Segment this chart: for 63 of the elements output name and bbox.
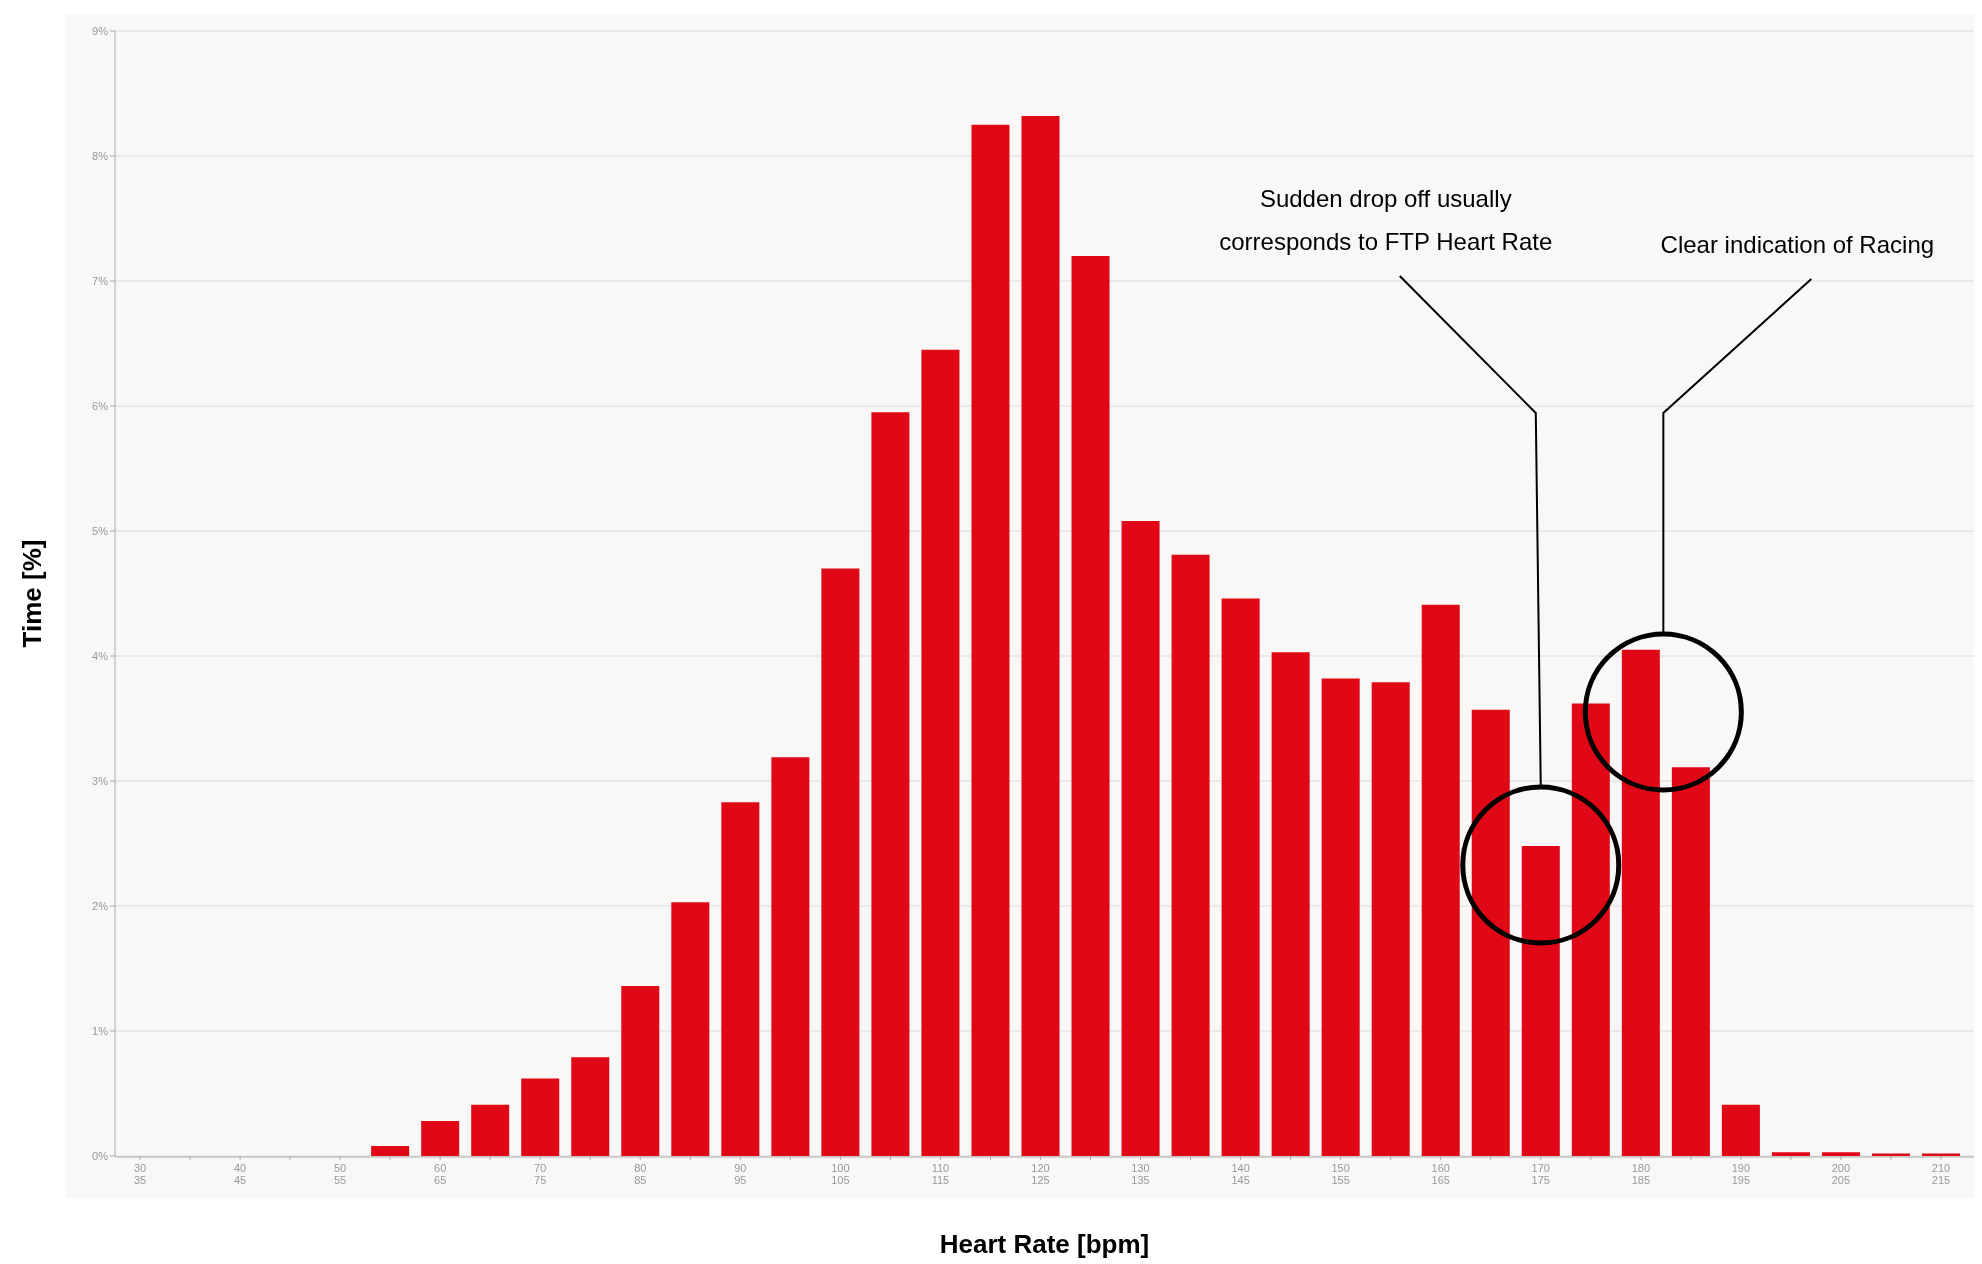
y-tick-label: 8% [92,149,109,162]
y-tick-label: 1% [92,1024,109,1037]
bar [1371,682,1410,1156]
bar [971,124,1010,1156]
bar [1821,1152,1860,1156]
bar [1221,598,1260,1156]
x-tick-label: 70 75 [534,1162,547,1186]
x-tick-label: 80 85 [634,1162,647,1186]
bar [1771,1152,1810,1156]
x-tick-label: 170 175 [1531,1162,1550,1186]
y-tick-label: 7% [92,274,109,287]
bar [1071,256,1110,1156]
bar [921,349,960,1156]
annotation: Clear indication of Racing [1660,231,1935,258]
bar [1121,521,1160,1156]
x-tick-label: 180 185 [1631,1162,1650,1186]
bar [1321,678,1360,1156]
bar [421,1121,460,1156]
y-tick-label: 3% [92,774,109,787]
y-tick-label: 0% [92,1149,109,1162]
x-tick-label: 150 155 [1331,1162,1350,1186]
bar [1471,709,1510,1156]
bar [1621,649,1660,1156]
bar [1021,116,1060,1156]
x-tick-label: 200 205 [1831,1162,1851,1186]
bar [671,902,710,1156]
bar [1271,652,1310,1156]
x-axis-title: Heart Rate [bpm] [939,1229,1150,1259]
bar [1421,604,1460,1156]
x-tick-label: 40 45 [233,1162,247,1186]
bar [571,1057,610,1156]
y-tick-label: 2% [92,899,109,912]
x-tick-label: 160 165 [1431,1162,1450,1186]
y-tick-label: 5% [92,524,109,537]
bar [1721,1104,1760,1156]
y-tick-label: 9% [92,24,109,37]
bar [1521,846,1560,1156]
x-tick-label: 130 135 [1131,1162,1150,1186]
bar [521,1078,560,1156]
x-tick-label: 110 115 [931,1162,950,1186]
x-tick-label: 100 105 [831,1162,850,1186]
bar [621,986,660,1156]
x-tick-label: 190 195 [1731,1162,1751,1186]
x-tick-label: 30 35 [133,1162,147,1186]
annotation: Sudden drop off usually corresponds to FTP Heart Rate [1219,185,1553,255]
x-tick-label: 210 215 [1931,1162,1951,1186]
bar [371,1146,410,1156]
y-axis-title: Time [%] [17,539,47,648]
x-tick-label: 120 125 [1031,1162,1050,1186]
y-tick-label: 4% [92,649,109,662]
y-tick-label: 6% [92,399,109,412]
x-tick-label: 50 55 [334,1162,347,1186]
bar [821,568,860,1156]
x-tick-label: 140 145 [1231,1162,1250,1186]
bar [1171,554,1210,1156]
bar [1671,767,1710,1156]
bar [721,802,760,1156]
bar [471,1104,510,1156]
bar [871,412,910,1156]
x-tick-label: 90 95 [734,1162,747,1186]
bar [1571,703,1610,1156]
x-tick-label: 60 65 [434,1162,447,1186]
bar [771,757,810,1156]
